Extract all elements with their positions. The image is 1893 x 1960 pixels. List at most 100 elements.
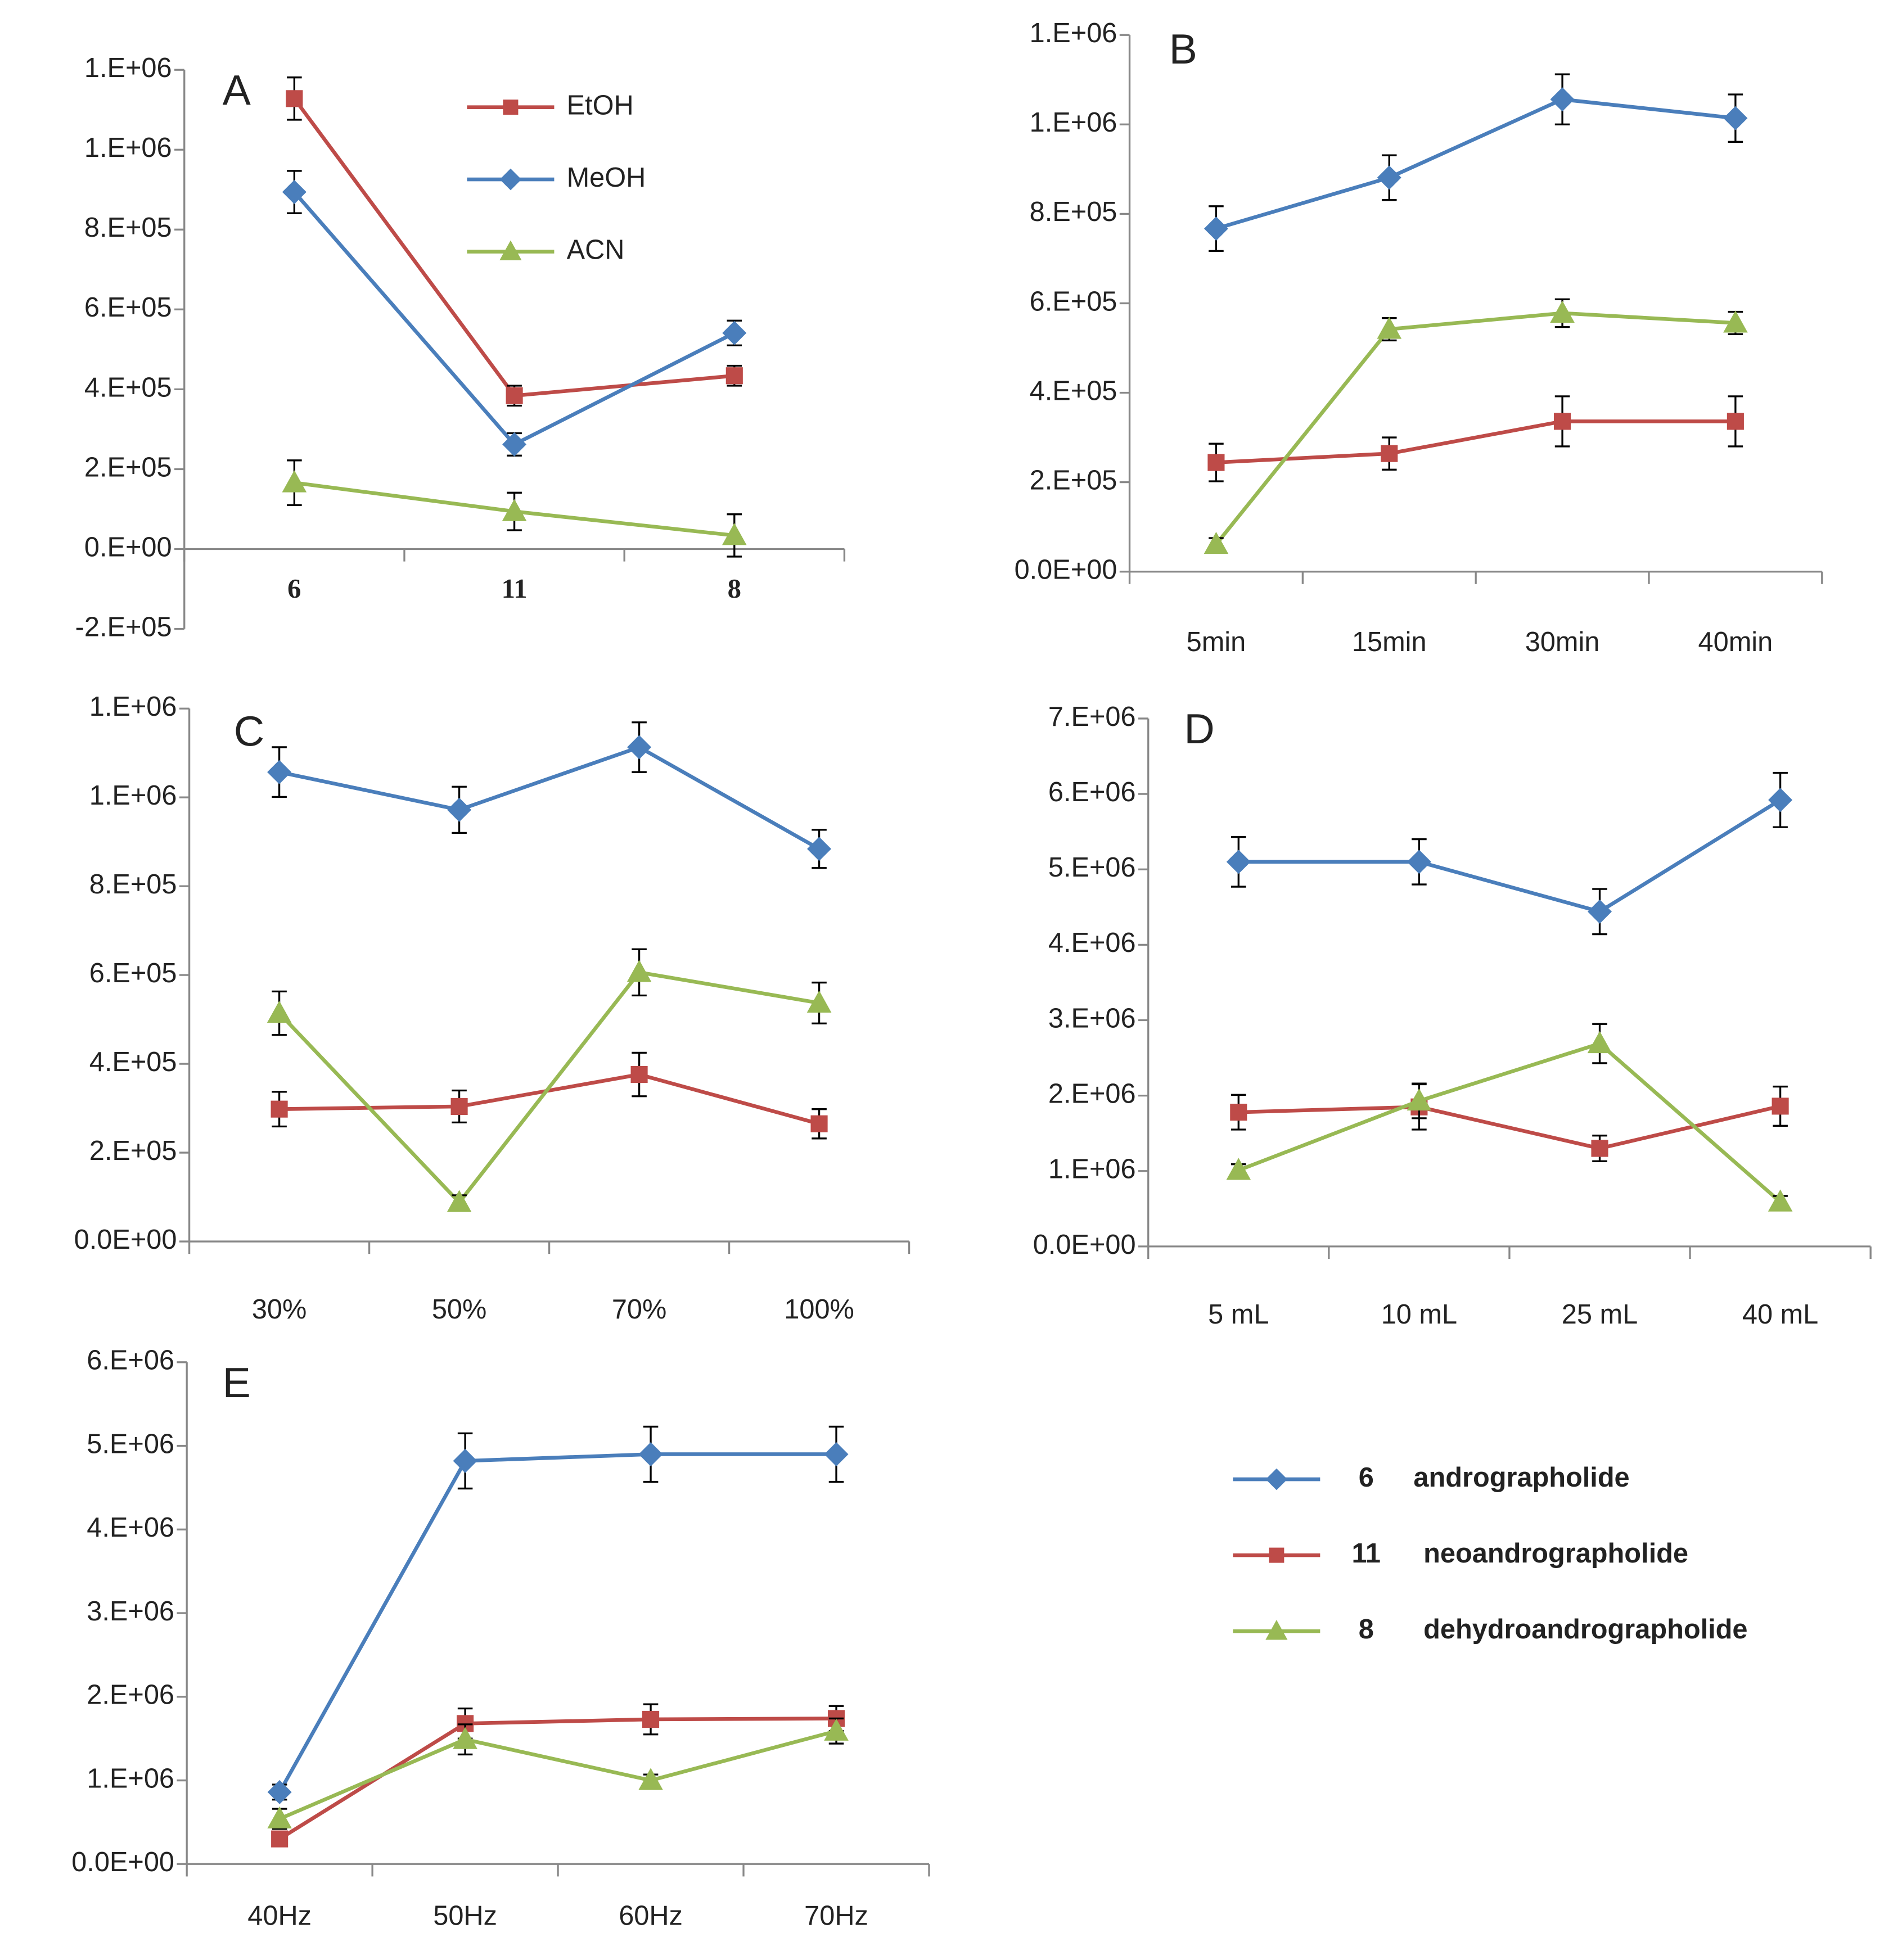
series-line: [278, 970, 820, 1205]
y-tick-label: 8.E+05: [1030, 197, 1117, 227]
y-tick-label: 4.E+05: [84, 372, 172, 403]
y-tick-label: 0.0E+00: [1033, 1230, 1136, 1260]
marker: [503, 100, 519, 115]
marker: [806, 990, 832, 1013]
marker: [627, 735, 652, 760]
marker: [1772, 1098, 1789, 1115]
series-line: [278, 1452, 837, 1793]
legend-label: andrographolide: [1413, 1462, 1629, 1493]
y-tick-label: 6.E+06: [87, 1345, 174, 1376]
y-tick-label: 4.E+06: [1048, 928, 1136, 958]
marker: [453, 1448, 477, 1473]
marker: [1226, 1158, 1251, 1180]
marker: [824, 1442, 849, 1466]
y-tick-label: 7.E+06: [1048, 702, 1136, 732]
marker: [499, 168, 522, 191]
legend-compound: 8: [1359, 1614, 1374, 1645]
x-tick-label: 30min: [1525, 627, 1600, 657]
y-tick-label: 8.E+05: [84, 213, 172, 243]
marker: [447, 1190, 472, 1212]
marker: [810, 1115, 828, 1132]
marker: [725, 367, 743, 385]
y-tick-label: 1.E+06: [84, 53, 172, 83]
marker: [453, 1727, 477, 1749]
x-tick-label: 8: [728, 573, 741, 604]
x-tick-label: 40Hz: [247, 1900, 312, 1931]
marker: [722, 320, 747, 345]
panel-title: D: [1184, 705, 1214, 752]
marker: [1265, 1620, 1288, 1640]
marker: [1226, 850, 1251, 874]
marker: [824, 1718, 849, 1741]
legend-label: EtOH: [567, 91, 634, 121]
x-tick-label: 60Hz: [619, 1900, 683, 1931]
series-line: [1238, 1104, 1781, 1150]
panel-title: A: [223, 66, 251, 114]
marker: [499, 240, 522, 260]
marker: [627, 960, 652, 982]
marker: [1587, 1031, 1612, 1054]
panel-title: E: [223, 1359, 251, 1406]
marker: [1269, 1547, 1284, 1563]
marker: [1207, 454, 1225, 471]
marker: [267, 1780, 292, 1804]
x-tick-label: 100%: [784, 1294, 854, 1325]
y-tick-label: 6.E+05: [84, 292, 172, 323]
marker: [271, 1830, 289, 1848]
y-tick-label: 6.E+05: [89, 958, 177, 988]
y-tick-label: 1.E+06: [1030, 18, 1117, 48]
series-line: [1215, 97, 1736, 231]
marker: [1727, 413, 1744, 430]
marker: [506, 387, 523, 404]
series-line: [1238, 798, 1782, 914]
marker: [1550, 300, 1575, 323]
y-tick-label: 3.E+06: [1048, 1003, 1136, 1033]
x-tick-label: 40min: [1698, 627, 1773, 657]
marker: [286, 90, 303, 107]
y-tick-label: 1.E+06: [89, 780, 177, 811]
x-tick-label: 6: [287, 573, 301, 604]
series-line: [1214, 311, 1736, 546]
marker: [447, 797, 472, 822]
series-line: [1238, 1041, 1782, 1204]
y-tick-label: 6.E+05: [1030, 286, 1117, 317]
y-tick-label: 0.0E+00: [71, 1847, 174, 1877]
legend-label: neoandrographolide: [1423, 1538, 1688, 1569]
marker: [1723, 310, 1748, 333]
marker: [271, 1100, 288, 1118]
x-tick-label: 70%: [612, 1294, 666, 1325]
marker: [282, 180, 307, 205]
marker: [1723, 106, 1748, 130]
y-tick-label: 2.E+05: [89, 1136, 177, 1166]
legend-label: dehydroandrographolide: [1423, 1614, 1747, 1645]
marker: [807, 837, 832, 861]
marker: [1230, 1104, 1247, 1121]
y-tick-label: 1.E+06: [84, 133, 172, 163]
panel-title: C: [234, 708, 264, 755]
y-tick-label: 2.E+05: [1030, 465, 1117, 495]
y-tick-label: 0.0E+00: [74, 1225, 177, 1255]
marker: [1768, 788, 1793, 812]
panel-title: B: [1169, 25, 1197, 73]
y-tick-label: 1.E+06: [89, 692, 177, 722]
marker: [1265, 1468, 1288, 1491]
marker: [1407, 850, 1431, 874]
y-tick-label: 4.E+06: [87, 1512, 174, 1543]
marker: [1377, 165, 1401, 190]
marker: [1587, 899, 1612, 924]
legend-label: ACN: [567, 234, 625, 265]
y-tick-label: 0.0E+00: [1015, 555, 1117, 585]
y-tick-label: 2.E+06: [87, 1680, 174, 1710]
series-line: [1216, 419, 1736, 464]
marker: [1377, 317, 1402, 339]
marker: [1381, 445, 1398, 462]
y-tick-label: 1.E+06: [1048, 1154, 1136, 1185]
marker: [1553, 413, 1571, 430]
x-tick-label: 30%: [252, 1294, 307, 1325]
x-tick-label: 25 mL: [1562, 1299, 1638, 1330]
marker: [450, 1098, 468, 1115]
marker: [638, 1768, 663, 1790]
x-tick-label: 10 mL: [1381, 1299, 1457, 1330]
y-tick-label: 8.E+05: [89, 869, 177, 900]
